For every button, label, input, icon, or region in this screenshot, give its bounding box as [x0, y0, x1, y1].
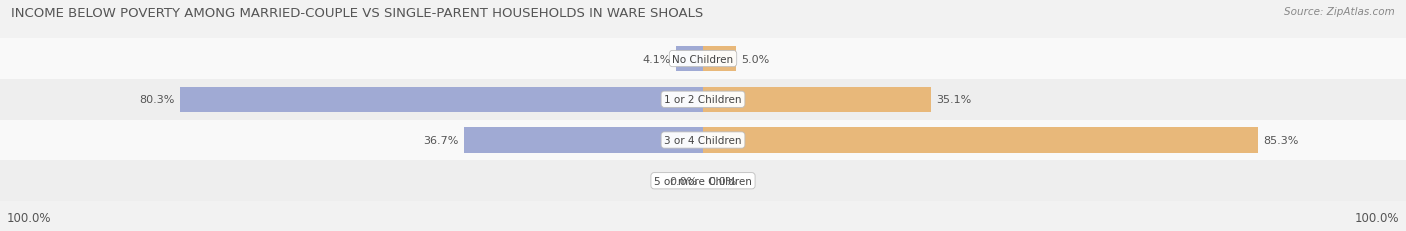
Bar — [0, 79, 1406, 120]
Text: 100.0%: 100.0% — [1354, 211, 1399, 224]
Bar — [703, 47, 735, 72]
Text: 85.3%: 85.3% — [1264, 135, 1299, 145]
Bar — [703, 87, 932, 112]
Text: 5 or more Children: 5 or more Children — [654, 176, 752, 186]
Text: 1 or 2 Children: 1 or 2 Children — [664, 95, 742, 105]
Text: 100.0%: 100.0% — [7, 211, 52, 224]
Text: 0.0%: 0.0% — [709, 176, 737, 186]
Text: Source: ZipAtlas.com: Source: ZipAtlas.com — [1284, 7, 1395, 17]
Text: No Children: No Children — [672, 54, 734, 64]
Text: 5.0%: 5.0% — [741, 54, 769, 64]
Text: 36.7%: 36.7% — [423, 135, 458, 145]
Bar — [464, 128, 703, 153]
Text: INCOME BELOW POVERTY AMONG MARRIED-COUPLE VS SINGLE-PARENT HOUSEHOLDS IN WARE SH: INCOME BELOW POVERTY AMONG MARRIED-COUPL… — [11, 7, 703, 20]
Bar — [0, 120, 1406, 161]
Text: 4.1%: 4.1% — [643, 54, 671, 64]
Text: 0.0%: 0.0% — [669, 176, 697, 186]
Text: 80.3%: 80.3% — [139, 95, 176, 105]
Bar — [676, 47, 703, 72]
Bar — [0, 161, 1406, 201]
Text: 3 or 4 Children: 3 or 4 Children — [664, 135, 742, 145]
Bar — [0, 39, 1406, 79]
Bar — [703, 128, 1258, 153]
Text: 35.1%: 35.1% — [936, 95, 972, 105]
Bar — [180, 87, 703, 112]
